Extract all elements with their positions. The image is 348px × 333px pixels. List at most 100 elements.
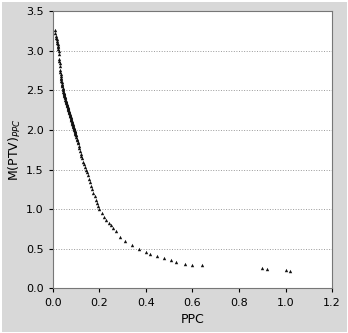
Point [82, 165, 88, 170]
Point [69, 117, 74, 122]
Point [57, 64, 63, 69]
Point [71, 124, 76, 130]
Point [108, 222, 114, 228]
Point [56, 51, 62, 56]
Point [60, 86, 66, 91]
Point [58, 72, 63, 77]
Point [60, 88, 66, 93]
Point [69, 119, 75, 125]
Point [59, 78, 64, 83]
Point [72, 128, 77, 133]
Point [96, 206, 102, 212]
Point [260, 265, 265, 270]
Point [56, 48, 62, 53]
Point [65, 106, 71, 111]
Point [71, 126, 77, 131]
Point [53, 34, 59, 39]
Point [64, 102, 70, 107]
Point [57, 69, 63, 75]
Point [169, 257, 174, 263]
Point [74, 138, 80, 143]
Point [58, 75, 64, 80]
Point [95, 203, 101, 209]
Point [57, 61, 62, 66]
Point [70, 123, 76, 129]
Point [62, 95, 68, 100]
Point [72, 130, 78, 135]
Point [68, 115, 73, 121]
Point [89, 187, 95, 192]
Point [101, 214, 106, 220]
Point [68, 114, 73, 119]
Point [57, 58, 62, 64]
Point [71, 125, 76, 130]
X-axis label: PPC: PPC [181, 313, 204, 326]
Point [63, 98, 69, 103]
Point [283, 268, 288, 273]
Point [113, 229, 118, 234]
Point [58, 73, 64, 79]
Point [88, 183, 94, 189]
Point [76, 141, 81, 146]
Point [54, 35, 59, 41]
Point [62, 96, 68, 101]
Point [76, 143, 81, 149]
Point [78, 154, 84, 159]
Point [173, 259, 179, 264]
Point [87, 179, 93, 185]
Point [67, 113, 73, 118]
Point [63, 99, 69, 104]
Point [59, 81, 65, 87]
Point [110, 225, 116, 231]
Point [80, 159, 86, 164]
Point [73, 133, 79, 138]
Point [81, 161, 87, 166]
Point [60, 83, 65, 88]
Point [103, 218, 109, 223]
Y-axis label: M(PTV)$_{PPC}$: M(PTV)$_{PPC}$ [7, 118, 23, 181]
Point [63, 100, 69, 105]
Point [61, 91, 66, 96]
Point [199, 263, 205, 268]
Point [67, 111, 72, 117]
Point [287, 268, 293, 274]
Point [59, 80, 64, 85]
Point [55, 38, 60, 44]
Point [64, 103, 70, 108]
Point [117, 234, 123, 240]
Point [143, 249, 149, 255]
Point [74, 136, 80, 141]
Point [83, 167, 88, 172]
Point [77, 146, 82, 151]
Point [65, 104, 70, 110]
Point [55, 45, 61, 50]
Point [73, 134, 79, 140]
Point [73, 132, 78, 137]
Point [69, 118, 74, 123]
Point [93, 197, 98, 202]
Point [70, 123, 76, 128]
Point [53, 31, 58, 36]
Point [62, 94, 68, 99]
Point [63, 97, 68, 103]
Point [190, 262, 195, 267]
Point [54, 37, 60, 42]
Point [65, 107, 71, 112]
Point [77, 149, 83, 154]
Point [58, 77, 64, 82]
Point [84, 169, 89, 174]
Point [61, 90, 66, 95]
Point [66, 108, 71, 114]
Point [52, 27, 58, 33]
Point [60, 84, 65, 89]
Point [67, 112, 73, 118]
Point [85, 172, 90, 178]
Point [78, 151, 83, 156]
Point [69, 120, 75, 126]
Point [75, 139, 80, 145]
Point [65, 105, 71, 110]
Point [55, 43, 61, 49]
Point [64, 101, 69, 106]
Point [66, 108, 71, 113]
Point [92, 194, 97, 199]
